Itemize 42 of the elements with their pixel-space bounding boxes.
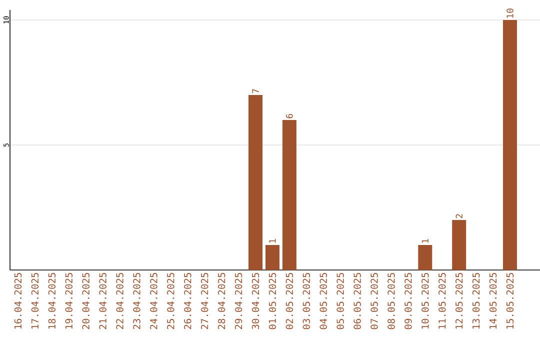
x-tick-label: 12.05.2025 xyxy=(455,272,463,329)
bar xyxy=(248,95,262,270)
x-tick-label: 16.04.2025 xyxy=(14,272,22,329)
bar xyxy=(265,245,280,270)
data-label: 7 xyxy=(252,89,259,94)
x-tick-label: 19.04.2025 xyxy=(65,272,72,329)
x-tick-label: 14.05.2025 xyxy=(489,272,497,329)
data-label: 10 xyxy=(506,8,514,18)
x-tick-label: 02.05.2025 xyxy=(286,272,294,330)
x-tick-label: 25.04.2025 xyxy=(167,272,174,330)
x-tick-label: 01.05.2025 xyxy=(268,272,276,330)
x-tick-label: 03.05.2025 xyxy=(302,272,310,330)
x-tick-label: 18.04.2025 xyxy=(48,272,56,329)
x-tick-label: 27.04.2025 xyxy=(200,272,208,330)
x-tick-label: 13.05.2025 xyxy=(472,272,480,329)
x-tick-label: 28.04.2025 xyxy=(218,272,226,330)
x-tick-label: 06.05.2025 xyxy=(354,272,361,330)
x-tick-label: 07.05.2025 xyxy=(370,272,378,330)
x-tick-label: 04.05.2025 xyxy=(320,272,327,330)
x-tick-label: 23.04.2025 xyxy=(133,272,140,330)
x-tick-label: 30.04.2025 xyxy=(252,272,260,330)
x-tick-label: 15.05.2025 xyxy=(506,272,514,329)
x-tick-label: 20.04.2025 xyxy=(82,272,90,330)
data-label: 1 xyxy=(269,239,276,243)
x-tick-label: 11.05.2025 xyxy=(438,272,446,329)
bar xyxy=(502,20,517,270)
bar xyxy=(418,245,432,270)
data-label: 6 xyxy=(286,114,293,118)
x-tick-label: 24.04.2025 xyxy=(150,272,158,330)
x-tick-label: 09.05.2025 xyxy=(404,272,412,330)
x-tick-label: 21.04.2025 xyxy=(99,272,106,330)
bar xyxy=(282,120,296,270)
data-label: 1 xyxy=(422,239,428,243)
bar xyxy=(452,220,466,270)
data-label: 2 xyxy=(456,214,462,218)
x-tick-label: 08.05.2025 xyxy=(388,272,395,330)
x-tick-label: 10.05.2025 xyxy=(422,272,429,329)
x-tick-label: 05.05.2025 xyxy=(336,272,344,330)
x-tick-label: 22.04.2025 xyxy=(116,272,124,330)
x-tick-label: 29.04.2025 xyxy=(234,272,242,330)
x-tick-label: 26.04.2025 xyxy=(184,272,192,330)
x-tick-label: 17.04.2025 xyxy=(31,272,39,329)
